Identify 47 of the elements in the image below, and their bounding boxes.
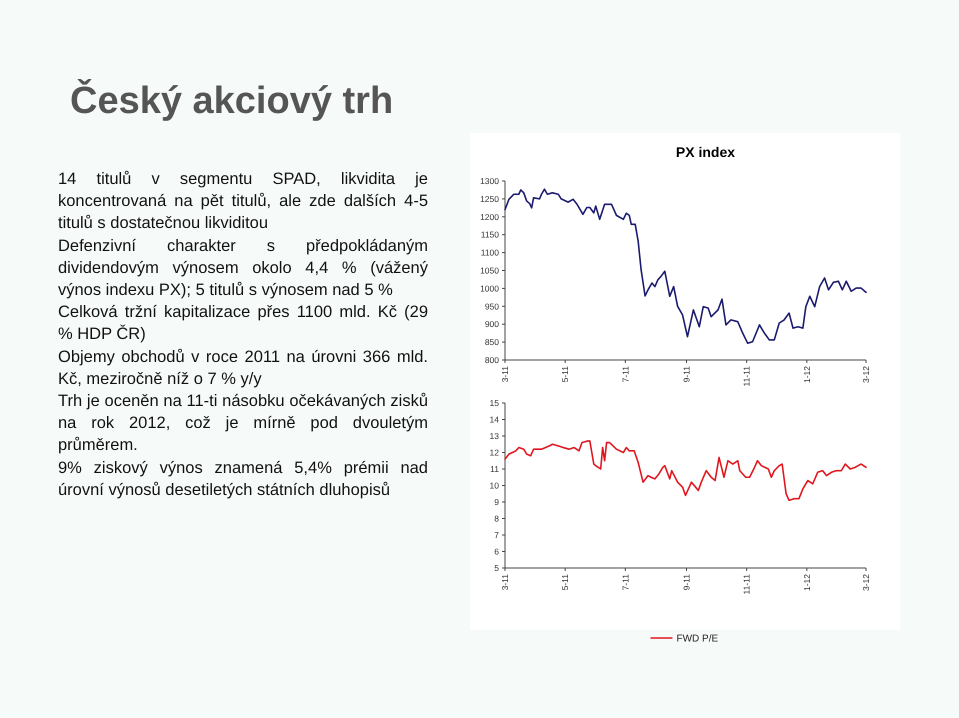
x-tick-label: 11-11: [742, 574, 752, 594]
y-tick-label: 14: [490, 414, 500, 424]
y-tick-label: 1250: [480, 194, 500, 204]
y-tick-label: 1050: [480, 265, 500, 276]
line-series: [504, 188, 867, 344]
text: 9% ziskový výnos znamená 5,4% prémii nad úrovní výnosů desetiletých státních dluhopisů: [58, 458, 428, 501]
y-tick-label: 800: [484, 354, 500, 365]
y-tick-label: 9: [494, 496, 500, 507]
y-tick-label: 1000: [480, 283, 500, 294]
x-tick-label: 3-12: [860, 574, 871, 592]
y-tick-label: 1300: [480, 176, 500, 186]
text: 14 titulů v segmentu SPAD, likvidita je koncentrovaná na pět titulů, ale zde dalších 4-5 titulů s dostatečnou likviditou: [58, 169, 428, 234]
line-series: [504, 440, 867, 502]
x-tick-label: 3-12: [860, 366, 871, 384]
y-tick-label: 13: [490, 430, 500, 441]
y-tick-label: 6: [494, 546, 500, 556]
y-tick-label: 950: [484, 301, 500, 312]
y-tick-label: 12: [490, 447, 500, 458]
y-tick-label: 10: [490, 480, 500, 490]
text: Trh je oceněn na 11-ti násobku očekávaných zisků na rok 2012, což je mírně pod dvouletým průměrem.: [58, 391, 428, 456]
text: Český akciový trh: [70, 80, 394, 123]
y-tick-label: 1150: [480, 230, 500, 240]
text: Celková tržní kapitalizace přes 1100 mld. Kč (29 % HDP ČR): [58, 302, 428, 346]
y-tick-label: 7: [494, 530, 500, 540]
y-tick-label: 11: [490, 464, 500, 474]
y-tick-label: 8: [494, 513, 500, 524]
y-tick-label: 5: [494, 562, 500, 573]
x-tick-label: 5-11: [560, 366, 570, 382]
x-tick-label: 1-12: [802, 574, 812, 592]
legend-label: FWD P/E: [676, 634, 718, 644]
x-tick-label: 9-11: [681, 366, 692, 382]
x-tick-label: 3-11: [500, 366, 510, 382]
y-tick-label: 900: [484, 319, 500, 330]
y-tick-label: 1100: [480, 248, 500, 258]
x-tick-label: 7-11: [620, 574, 630, 590]
y-tick-label: 1200: [480, 212, 500, 222]
x-tick-label: 9-11: [681, 574, 692, 590]
x-tick-label: 1-12: [802, 366, 812, 384]
y-tick-label: 15: [490, 398, 500, 408]
text: Objemy obchodů v roce 2011 na úrovni 366 mld. Kč, meziročně níž o 7 % y/y: [58, 346, 428, 390]
x-tick-label: 7-11: [620, 366, 630, 382]
x-tick-label: 3-11: [500, 574, 510, 590]
text: Defenzivní charakter s předpokládaným dividendovým výnosem okolo 4,4 % (vážený výnos indexu PX); 5 titulů s výnosem nad 5 %: [58, 236, 428, 302]
x-tick-label: 11-11: [742, 366, 752, 386]
y-tick-label: 850: [484, 337, 500, 348]
chart-title: PX index: [676, 144, 736, 160]
x-tick-label: 5-11: [560, 574, 570, 590]
